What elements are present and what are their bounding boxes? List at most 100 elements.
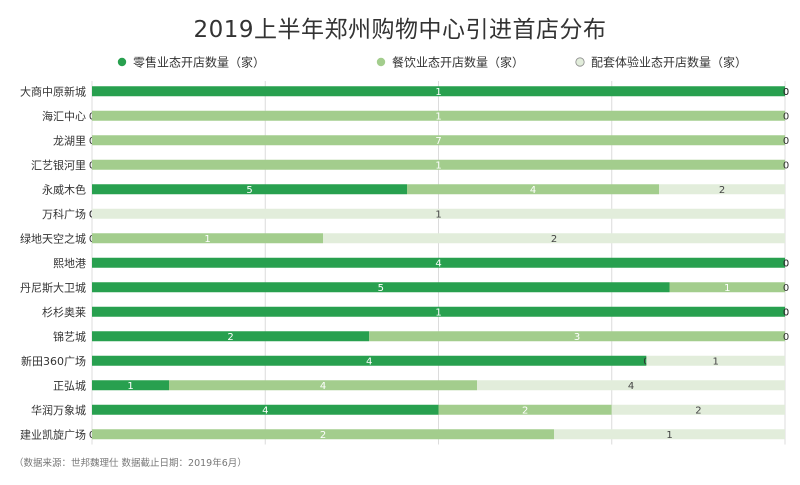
bar-segment — [323, 233, 785, 244]
bar-row: 永威木色 5 4 2 — [42, 182, 785, 196]
bar-segment — [92, 233, 323, 244]
data-label: 0 — [783, 259, 789, 270]
data-label: 0 — [783, 136, 789, 147]
data-label: 7 — [435, 136, 441, 147]
bar-segment — [92, 86, 785, 97]
data-label: 4 — [435, 259, 441, 270]
legend-label-1: 餐饮业态开店数量（家） — [392, 55, 524, 70]
bar-segment — [92, 380, 169, 391]
data-label: 4 — [628, 381, 634, 392]
data-label: 2 — [551, 234, 557, 245]
category-label: 正弘城 — [53, 379, 86, 392]
bar-segment — [92, 355, 647, 366]
data-label: 4 — [530, 185, 536, 196]
category-label: 杉杉奥莱 — [42, 305, 86, 319]
category-label: 海汇中心 — [42, 109, 86, 123]
data-label: 0 — [783, 87, 789, 98]
data-label: 0 — [783, 308, 789, 319]
category-label: 万科广场 — [42, 207, 86, 221]
category-label: 华润万象城 — [31, 403, 86, 417]
source-note: （数据来源：世邦魏理仕 数据截止日期：2019年6月） — [14, 458, 247, 469]
category-label: 建业凯旋广场 — [20, 427, 86, 441]
bar-segment — [92, 331, 370, 342]
data-label: 5 — [378, 283, 384, 294]
bar-row: 锦艺城 2 3 0 — [53, 329, 789, 343]
data-label: 1 — [666, 430, 672, 441]
bar-segment — [92, 306, 785, 317]
bar-row: 新田360广场401 — [21, 354, 785, 368]
data-label: 3 — [574, 332, 580, 343]
bar-segment — [369, 331, 785, 342]
data-label: 1 — [435, 210, 441, 221]
data-label: 1 — [435, 308, 441, 319]
legend-label-2: 配套体验业态开店数量（家） — [591, 55, 747, 70]
bar-segment — [92, 135, 785, 146]
bar-segment — [92, 257, 785, 268]
data-label: 1 — [127, 381, 133, 392]
bar-row: 熙地港 4 00 — [53, 257, 789, 270]
data-label: 1 — [713, 357, 719, 368]
bar-row: 丹尼斯大卫城 5 1 0 — [20, 280, 789, 294]
bar-segment — [92, 282, 670, 293]
chart-title: 2019上半年郑州购物中心引进首店分布 — [193, 17, 607, 43]
bar-segment — [92, 404, 439, 415]
bar-row: 建业凯旋广场021 — [20, 427, 785, 441]
data-label: 0 — [783, 112, 789, 123]
bar-segment — [92, 429, 554, 440]
bar-row: 龙湖里070 — [53, 134, 789, 147]
category-label: 锦艺城 — [53, 329, 86, 343]
data-label: 0 — [783, 283, 789, 294]
data-label: 2 — [227, 332, 233, 343]
bar-segment — [554, 429, 785, 440]
category-label: 熙地港 — [53, 257, 86, 270]
data-label: 1 — [724, 283, 730, 294]
bar-segment — [669, 282, 785, 293]
category-label: 新田360广场 — [21, 354, 86, 368]
category-label: 大商中原新城 — [20, 84, 86, 98]
bar-row: 汇艺银河里010 — [31, 158, 789, 172]
data-label: 2 — [719, 185, 725, 196]
legend-marker-2 — [575, 57, 585, 67]
bar-segment — [407, 184, 659, 195]
bar-row: 杉杉奥莱 1 00 — [42, 305, 789, 319]
bar-row: 绿地天空之城012 — [20, 231, 785, 245]
category-label: 永威木色 — [42, 182, 86, 196]
legend: 零售业态开店数量（家） 餐饮业态开店数量（家） 配套体验业态开店数量（家） — [117, 55, 747, 70]
bar-segment — [438, 404, 612, 415]
bar-segment — [92, 110, 785, 121]
category-label: 丹尼斯大卫城 — [20, 280, 86, 294]
data-label: 1 — [204, 234, 210, 245]
data-label: 1 — [435, 161, 441, 172]
legend-marker-0 — [117, 57, 127, 67]
category-label: 龙湖里 — [53, 134, 86, 147]
bar-row: 华润万象城 4 2 2 — [31, 403, 785, 417]
bar-segment — [92, 208, 785, 219]
data-label: 5 — [246, 185, 252, 196]
bar-row: 万科广场001 — [42, 207, 785, 221]
data-label: 0 — [783, 308, 789, 319]
bar-segment — [659, 184, 785, 195]
data-label: 0 — [783, 332, 789, 343]
legend-marker-1 — [376, 57, 386, 67]
category-label: 绿地天空之城 — [20, 231, 86, 245]
data-label: 0 — [783, 87, 789, 98]
legend-label-0: 零售业态开店数量（家） — [133, 55, 265, 70]
bar-rows: 大商中原新城 1 0 0 海汇中心 0 1 0 龙湖里 0 7 0 汇艺银河里 0 1 0 永威木色 5 4 2 万科广… — [20, 84, 789, 441]
data-label: 2 — [522, 406, 528, 417]
data-label: 0 — [783, 259, 789, 270]
bar-segment — [92, 184, 407, 195]
data-label: 1 — [435, 112, 441, 123]
bar-segment — [611, 404, 785, 415]
bar-segment — [646, 355, 785, 366]
bar-row: 大商中原新城 1 00 — [20, 84, 789, 98]
bar-segment — [169, 380, 477, 391]
data-label: 1 — [435, 87, 441, 98]
bar-row: 正弘城 1 4 4 — [53, 379, 785, 392]
bar-row: 海汇中心010 — [42, 109, 789, 123]
data-label: 4 — [262, 406, 268, 417]
bar-segment — [477, 380, 785, 391]
data-label: 2 — [320, 430, 326, 441]
bar-segment — [92, 159, 785, 170]
data-label: 4 — [366, 357, 372, 368]
